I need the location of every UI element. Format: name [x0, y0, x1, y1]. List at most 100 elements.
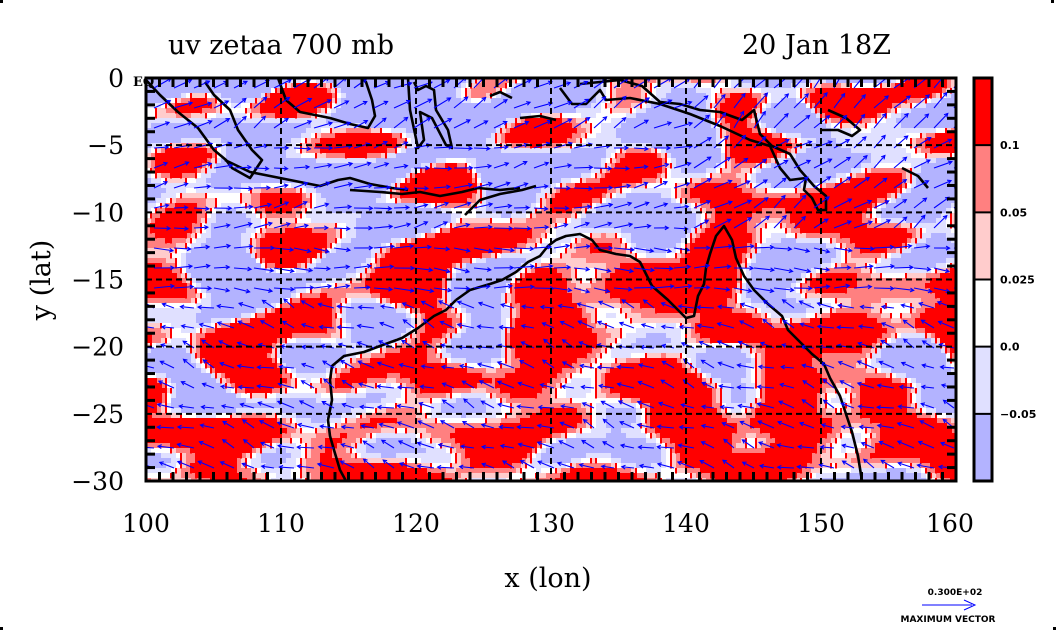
field-cell: [761, 228, 767, 234]
field-cell: [226, 128, 232, 134]
field-cell: [756, 203, 762, 209]
field-cell: [781, 118, 787, 124]
field-cell: [866, 168, 872, 174]
field-cell: [286, 213, 292, 219]
field-cell: [921, 88, 927, 94]
field-cell: [776, 128, 782, 134]
field-cell: [951, 138, 956, 144]
field-cell: [931, 133, 937, 139]
field-cell: [656, 93, 662, 99]
field-cell: [216, 123, 222, 129]
field-cell: [401, 138, 407, 144]
field-cell: [861, 203, 867, 209]
field-cell: [731, 153, 737, 159]
field-cell: [891, 188, 897, 194]
field-cell: [311, 98, 317, 104]
field-cell: [556, 148, 562, 154]
field-cell: [546, 208, 552, 214]
field-cell: [226, 188, 232, 194]
field-cell: [481, 133, 487, 139]
field-cell: [461, 108, 467, 114]
field-cell: [436, 93, 442, 99]
field-cell: [451, 198, 457, 204]
field-cell: [516, 78, 522, 84]
field-cell: [451, 228, 457, 234]
chart-title: uv zetaa 700 mb: [168, 30, 394, 61]
field-cell: [206, 228, 212, 234]
field-cell: [481, 213, 487, 219]
field-cell: [431, 178, 437, 184]
field-cell: [511, 83, 517, 89]
field-cell: [481, 178, 487, 184]
field-cell: [581, 168, 587, 174]
field-cell: [301, 158, 307, 164]
field-cell: [456, 183, 462, 189]
field-cell: [661, 118, 667, 124]
field-cell: [456, 158, 462, 164]
field-cell: [271, 128, 277, 134]
field-cell: [386, 203, 392, 209]
field-cell: [881, 118, 887, 124]
field-cell: [566, 203, 572, 209]
field-cell: [456, 208, 462, 214]
field-cell: [496, 153, 502, 159]
field-cell: [636, 138, 642, 144]
field-cell: [326, 113, 332, 119]
field-cell: [936, 223, 942, 229]
field-cell: [371, 198, 377, 204]
field-cell: [491, 83, 497, 89]
field-cell: [151, 123, 157, 129]
field-cell: [171, 198, 177, 204]
field-cell: [951, 163, 956, 169]
field-cell: [936, 78, 942, 84]
field-cell: [776, 158, 782, 164]
field-cell: [351, 168, 357, 174]
field-cell: [421, 183, 427, 189]
field-cell: [321, 173, 327, 179]
field-cell: [211, 143, 217, 149]
field-cell: [836, 83, 842, 89]
field-cell: [666, 178, 672, 184]
field-cell: [301, 188, 307, 194]
field-cell: [876, 88, 882, 94]
field-cell: [486, 78, 492, 84]
field-cell: [851, 223, 857, 229]
field-cell: [441, 108, 447, 114]
field-cell: [331, 203, 337, 209]
field-cell: [591, 218, 597, 224]
field-cell: [306, 98, 312, 104]
field-cell: [841, 78, 847, 84]
field-cell: [291, 193, 297, 199]
field-cell: [321, 88, 327, 94]
field-cell: [681, 218, 687, 224]
field-cell: [576, 158, 582, 164]
field-cell: [551, 158, 557, 164]
field-cell: [646, 108, 652, 114]
field-cell: [521, 218, 527, 224]
field-cell: [221, 133, 227, 139]
field-cell: [486, 213, 492, 219]
field-cell: [321, 158, 327, 164]
field-cell: [591, 113, 597, 119]
field-cell: [656, 193, 662, 199]
field-cell: [811, 193, 817, 199]
field-cell: [231, 188, 237, 194]
field-cell: [411, 173, 417, 179]
field-cell: [156, 188, 162, 194]
field-cell: [486, 118, 492, 124]
field-cell: [821, 213, 827, 219]
field-cell: [321, 138, 327, 144]
field-cell: [926, 188, 932, 194]
field-cell: [211, 173, 217, 179]
field-cell: [271, 83, 277, 89]
field-cell: [841, 98, 847, 104]
field-cell: [236, 103, 242, 109]
field-cell: [311, 213, 317, 219]
field-cell: [651, 108, 657, 114]
field-cell: [256, 223, 262, 229]
field-cell: [306, 223, 312, 229]
field-cell: [406, 128, 412, 134]
field-cell: [451, 93, 457, 99]
field-cell: [911, 163, 917, 169]
field-cell: [281, 193, 287, 199]
